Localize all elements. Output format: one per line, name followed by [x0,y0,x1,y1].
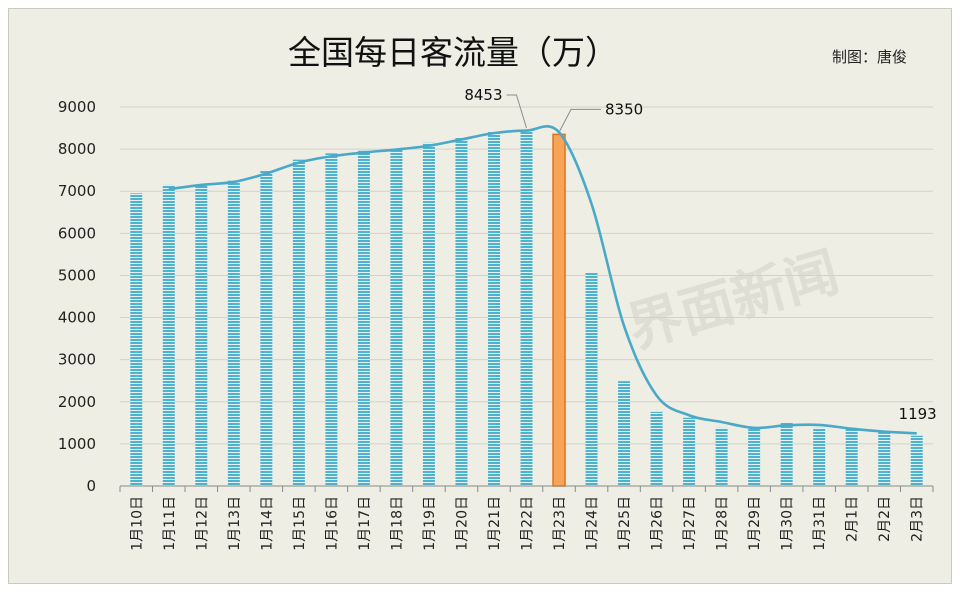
bar [487,131,500,486]
bar [130,193,143,487]
data-label: 8453 [464,86,502,104]
bar [585,272,598,486]
x-tick-label: 1月16日 [324,496,340,551]
chart-frame: 界面新闻 全国每日客流量（万） 制图：唐俊 0 1000 2000 3000 4000 5… [8,8,952,584]
bar [455,137,468,486]
y-tick-label: 2000 [58,393,96,411]
y-tick-label: 1000 [58,435,96,453]
watermark: 界面新闻 [621,240,846,360]
x-tick-label: 1月20日 [454,496,470,551]
y-axis: 0 1000 2000 3000 4000 5000 6000 7000 8000 9000 [58,98,96,495]
y-tick-label: 9000 [58,98,96,116]
y-tick-label: 0 [86,477,96,495]
x-axis: 1月10日 1月11日 1月12日 1月13日 1月14日 1月15日 1月16日 1月17日… [119,485,934,551]
y-tick-label: 6000 [58,224,96,242]
bar [618,381,631,486]
data-label: 1193 [899,405,937,423]
x-tick-label: 1月17日 [357,496,373,551]
y-tick-label: 4000 [58,309,96,327]
bar [325,153,338,487]
label-leader-line [506,94,527,129]
trend-line [168,125,917,435]
bar [357,150,370,486]
x-tick-label: 2月1日 [845,496,861,542]
label-leader-line [558,108,602,133]
bar [683,417,696,486]
bar [162,184,175,486]
bar [780,422,793,486]
x-tick-label: 1月22日 [520,496,536,551]
x-tick-label: 1月21日 [487,496,503,551]
x-tick-label: 2月3日 [910,496,926,542]
x-tick-label: 1月18日 [389,496,405,551]
x-tick-label: 1月11日 [162,496,178,551]
bar [227,180,240,486]
x-tick-label: 1月10日 [129,496,145,551]
x-tick-label: 1月27日 [682,496,698,551]
bar-series [130,130,923,487]
x-tick-label: 1月13日 [227,496,243,551]
bar [292,159,305,486]
bar [260,171,273,486]
data-labels: 8453 8350 1193 [464,86,936,423]
x-tick-label: 1月14日 [259,496,275,551]
x-tick-label: 1月15日 [292,496,308,551]
y-tick-label: 7000 [58,182,96,200]
bar [195,184,208,486]
y-tick-label: 8000 [58,140,96,158]
y-tick-label: 5000 [58,266,96,284]
bar [390,149,403,486]
chart-svg: 界面新闻 全国每日客流量（万） 制图：唐俊 0 1000 2000 3000 4000 5… [58,33,937,551]
trend-line-series [168,125,917,435]
x-tick-label: 1月29日 [747,496,763,551]
x-tick-label: 1月28日 [715,496,731,551]
chart-credit: 制图：唐俊 [832,48,907,66]
x-tick-label: 1月25日 [617,496,633,551]
bar [422,142,435,487]
bar [878,430,891,486]
bar [910,435,923,486]
x-tick-label: 1月31日 [812,496,828,551]
bar [813,427,826,486]
chart-title: 全国每日客流量（万） [288,33,618,72]
data-label: 8350 [605,100,643,118]
x-tick-label: 1月30日 [780,496,796,551]
x-tick-label: 1月23日 [552,496,568,551]
bar-highlight [552,133,566,487]
bar [520,130,533,486]
bar [715,427,728,486]
x-tick-label: 1月26日 [650,496,666,551]
x-tick-label: 1月24日 [585,496,601,551]
bar [748,428,761,486]
bar [845,427,858,486]
x-tick-label: 1月12日 [194,496,210,551]
x-tick-label: 2月2日 [877,496,893,542]
y-tick-label: 3000 [58,351,96,369]
bar [650,411,663,486]
x-tick-label: 1月19日 [422,496,438,551]
